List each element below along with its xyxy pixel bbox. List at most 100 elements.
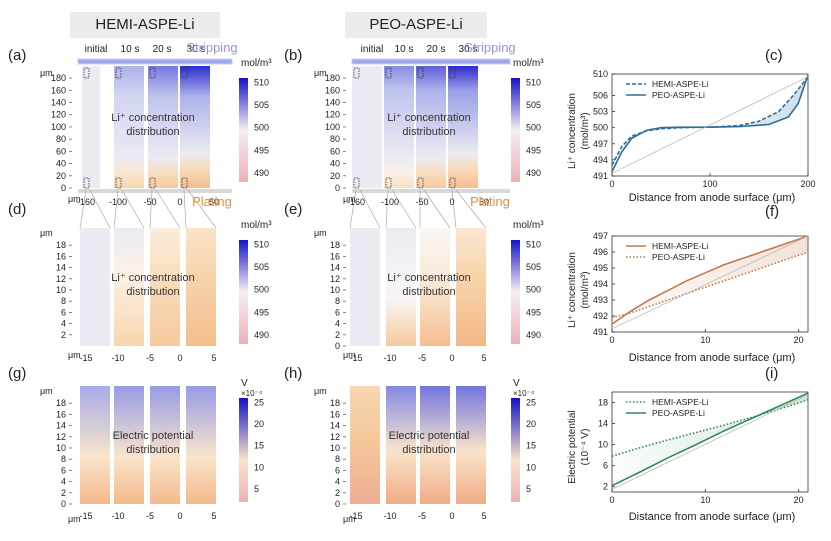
- column-label: 10 s: [121, 44, 140, 55]
- y-tick-label: 2: [603, 482, 608, 492]
- x-tick-label: -5: [418, 353, 426, 363]
- zoom-box-bottom: [181, 177, 188, 189]
- heatmap-column: [114, 386, 144, 504]
- colorbar-tick-label: 500: [254, 285, 269, 295]
- y-tick-label: 10: [56, 443, 66, 453]
- y-axis-label: Li⁺ concentration: [567, 93, 578, 169]
- center-label: distribution: [402, 126, 455, 138]
- y-tick-label: 2: [335, 330, 340, 340]
- heatmap-column: [186, 386, 216, 504]
- zoom-box-top: [181, 67, 188, 79]
- y-tick-label: 18: [598, 398, 608, 408]
- y-tick-label: 20: [330, 171, 340, 181]
- colorbar-tick-label: 495: [526, 307, 541, 317]
- heatmap-column: [416, 66, 446, 188]
- y-tick-label: 160: [51, 85, 66, 95]
- x-tick-label: -100: [381, 197, 399, 207]
- y-tick-label: 80: [56, 134, 66, 144]
- heatmap-column: [148, 66, 178, 188]
- series-line: [611, 74, 809, 173]
- y-tick-label: 496: [593, 247, 608, 257]
- colorbar: [511, 240, 520, 344]
- x-unit: μm: [68, 350, 81, 360]
- column-label: initial: [361, 44, 384, 55]
- panel-label: (h): [284, 365, 302, 382]
- x-tick-label: -160: [77, 197, 95, 207]
- y-tick-label: 10: [598, 440, 608, 450]
- y-tick-label: 16: [56, 251, 66, 261]
- x-tick-label: -10: [111, 511, 124, 521]
- leader-line: [113, 189, 119, 229]
- heatmap-column: [150, 386, 180, 504]
- series-line: [611, 399, 809, 457]
- zoom-box-top: [115, 67, 122, 79]
- y-tick-label: 500: [593, 123, 608, 133]
- x-tick-label: 100: [702, 179, 717, 189]
- x-tick-label: -50: [143, 197, 156, 207]
- x-tick-label: 0: [449, 197, 454, 207]
- x-tick-label: -15: [349, 353, 362, 363]
- y-tick-label: 18: [56, 398, 66, 408]
- y-tick-label: 2: [61, 330, 66, 340]
- heatmap-column: [386, 386, 416, 504]
- legend-label: HEMI-ASPE-Li: [652, 241, 708, 251]
- reference-line: [611, 76, 809, 174]
- colorbar-tick-label: 510: [254, 78, 269, 88]
- colorbar-tick-label: 505: [526, 100, 541, 110]
- y-tick-label: 12: [56, 432, 66, 442]
- colorbar-tick-label: 510: [526, 240, 541, 250]
- y-tick-label: 12: [330, 432, 340, 442]
- y-tick-label: 0: [335, 341, 340, 351]
- colorbar-tick-label: 20: [526, 419, 536, 429]
- zoom-box-top: [385, 67, 392, 79]
- y-tick-label: 492: [593, 311, 608, 321]
- header-peo: PEO-ASPE-Li: [345, 12, 487, 38]
- panel-label: (i): [765, 365, 778, 382]
- heatmap-column: [114, 66, 144, 188]
- x-tick-label: 20: [794, 335, 804, 345]
- y-tick-label: 6: [61, 307, 66, 317]
- x-axis-label: Distance from anode surface (μm): [629, 352, 796, 364]
- colorbar-tick-label: 490: [254, 330, 269, 340]
- x-tick-label: -10: [111, 353, 124, 363]
- series-line: [611, 251, 809, 319]
- y-tick-label: 40: [56, 159, 66, 169]
- x-tick-label: -50: [415, 197, 428, 207]
- panel-label: (a): [8, 47, 26, 64]
- x-tick-label: -160: [347, 197, 365, 207]
- anode-strip: [351, 58, 511, 65]
- x-tick-label: 10: [700, 335, 710, 345]
- annotation-label: Plating: [192, 194, 232, 209]
- y-tick-label: 0: [335, 499, 340, 509]
- x-tick-label: 10: [700, 495, 710, 505]
- y-tick-label: 6: [603, 461, 608, 471]
- y-tick-label: 16: [56, 409, 66, 419]
- x-tick-label: -100: [109, 197, 127, 207]
- colorbar-tick-label: 505: [254, 262, 269, 272]
- panel-label: (g): [8, 365, 26, 382]
- y-tick-label: 160: [325, 85, 340, 95]
- panel-label: (d): [8, 201, 26, 218]
- y-unit: μm: [314, 386, 327, 396]
- y-tick-label: 14: [330, 421, 340, 431]
- x-unit: μm: [343, 514, 356, 524]
- heatmap-column: [350, 228, 380, 346]
- y-tick-label: 140: [51, 98, 66, 108]
- zoom-box-top: [449, 67, 456, 79]
- panel-label: (c): [765, 47, 783, 64]
- center-label: distribution: [126, 286, 179, 298]
- y-tick-label: 120: [51, 110, 66, 120]
- series-line: [611, 235, 809, 325]
- y-axis-label: (mol/m³): [580, 112, 591, 149]
- colorbar-tick-label: 15: [254, 441, 264, 451]
- y-tick-label: 60: [330, 146, 340, 156]
- center-label: Electric potential: [389, 430, 470, 442]
- colorbar-multiplier: ×10⁻⁴: [513, 389, 535, 398]
- heatmap-column: [180, 66, 210, 188]
- y-tick-label: 491: [593, 327, 608, 337]
- y-tick-label: 12: [330, 274, 340, 284]
- colorbar-tick-label: 500: [526, 123, 541, 133]
- heatmap-column: [384, 66, 414, 188]
- legend-label: HEMI-ASPE-Li: [652, 79, 708, 89]
